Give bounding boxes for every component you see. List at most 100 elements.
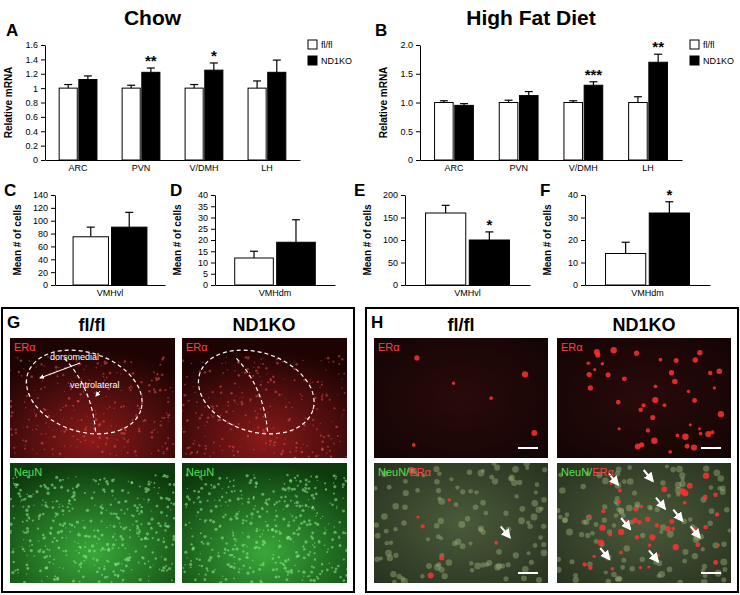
texture (152, 537, 154, 539)
texture (278, 556, 280, 558)
texture (24, 550, 26, 552)
y-tick: 20 (198, 235, 215, 245)
texture (339, 521, 341, 523)
texture (227, 505, 228, 506)
texture (249, 481, 252, 484)
texture (26, 555, 27, 556)
texture (42, 550, 45, 553)
error-bar (87, 227, 95, 237)
texture (447, 498, 451, 502)
y-axis: 00.20.40.60.811.21.41.6 (25, 40, 45, 165)
texture (232, 450, 234, 452)
texture (113, 408, 114, 409)
texture (325, 489, 326, 490)
texture (295, 516, 297, 518)
texture (322, 394, 324, 396)
texture (315, 455, 318, 458)
texture (18, 572, 19, 573)
texture (101, 574, 103, 576)
texture (166, 506, 169, 509)
texture (73, 491, 76, 494)
texture (132, 387, 133, 388)
y-tick-label: 10 (198, 258, 208, 268)
texture (173, 517, 175, 520)
y-tick: 0.4 (25, 127, 45, 137)
texture (261, 381, 262, 382)
texture (480, 562, 485, 567)
texture (24, 401, 26, 403)
texture (69, 531, 71, 533)
texture (129, 536, 131, 538)
texture (308, 519, 311, 522)
texture (314, 558, 316, 560)
texture (185, 523, 186, 524)
texture (289, 451, 291, 453)
texture (536, 577, 542, 583)
y-tick: 0 (573, 280, 585, 290)
texture (41, 433, 42, 434)
error-stem (625, 242, 626, 253)
texture (23, 539, 24, 540)
texture (172, 391, 173, 392)
texture (167, 414, 170, 417)
texture (308, 481, 310, 483)
texture (342, 579, 345, 582)
texture (48, 426, 49, 427)
texture (222, 516, 225, 519)
texture (301, 399, 302, 400)
texture (221, 450, 222, 451)
texture (151, 518, 154, 521)
texture (241, 568, 242, 569)
texture (279, 540, 281, 542)
region-outline (16, 338, 153, 448)
texture (101, 547, 104, 550)
texture (162, 359, 164, 361)
texture (252, 560, 253, 561)
texture (94, 505, 95, 506)
texture (238, 423, 240, 425)
texture (588, 385, 593, 390)
texture (156, 379, 158, 381)
texture (331, 538, 334, 541)
texture (627, 478, 634, 485)
texture (641, 403, 645, 407)
texture (303, 576, 304, 577)
y-axis: 050100150200 (383, 190, 406, 290)
texture (331, 503, 334, 506)
texture (45, 433, 46, 434)
texture (281, 487, 284, 490)
texture (234, 382, 236, 384)
texture (245, 556, 248, 559)
texture (331, 567, 333, 569)
texture (156, 373, 158, 375)
texture (130, 389, 132, 391)
error-bar (64, 85, 72, 89)
texture (26, 573, 27, 574)
texture (691, 444, 697, 450)
texture (602, 478, 609, 485)
texture (299, 514, 302, 517)
stain-label-part: ERα (186, 341, 208, 353)
panel-letter: D (170, 181, 182, 200)
image-panel: Gfl/flND1KOdorsomedialventrolateralERαER… (2, 308, 354, 592)
texture (222, 575, 224, 577)
texture (309, 551, 311, 553)
texture (22, 521, 24, 523)
texture (15, 429, 17, 431)
texture (280, 562, 282, 564)
y-tick-mark (41, 160, 45, 161)
texture (53, 578, 56, 581)
texture (128, 439, 129, 440)
texture (165, 546, 168, 549)
texture (285, 406, 287, 408)
texture (270, 379, 273, 382)
y-tick: 1.6 (25, 40, 45, 50)
texture (235, 547, 238, 550)
texture (590, 531, 595, 536)
texture (272, 490, 275, 493)
texture (314, 487, 316, 489)
texture (295, 505, 297, 507)
texture (620, 565, 625, 570)
texture (15, 486, 17, 488)
y-tick: 0 (33, 155, 45, 165)
